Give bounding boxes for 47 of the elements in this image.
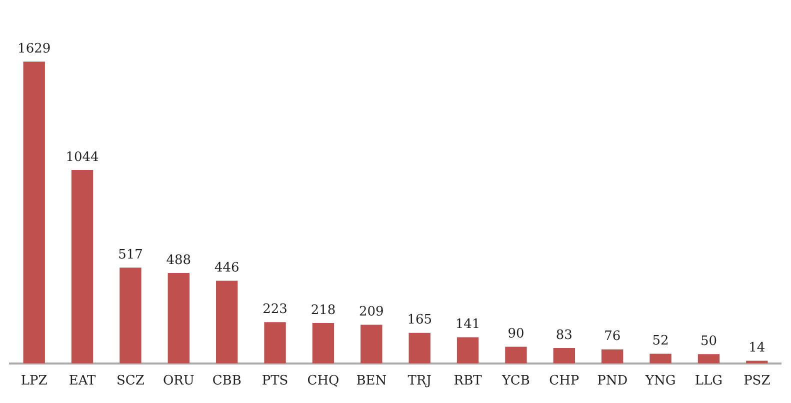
x-tick-label: PTS	[262, 374, 288, 389]
x-tick-label: CHQ	[307, 374, 340, 389]
data-label: 50	[700, 334, 717, 350]
bar	[553, 348, 575, 364]
x-tick-label: BEN	[356, 374, 387, 389]
bar	[120, 268, 142, 364]
bar	[698, 354, 720, 364]
data-label: 14	[748, 340, 766, 356]
x-tick-label: PSZ	[744, 374, 770, 389]
data-label: 223	[262, 302, 288, 317]
x-tick-label: CHP	[549, 374, 580, 389]
bar	[456, 337, 479, 364]
bar	[602, 349, 624, 364]
bar	[23, 62, 45, 364]
x-tick-label: TRJ	[408, 374, 432, 389]
data-label: 488	[166, 252, 192, 268]
x-tick-label: EAT	[68, 374, 96, 389]
x-tick-label: SCZ	[116, 374, 144, 389]
data-label: 218	[310, 302, 336, 318]
data-label: 141	[455, 317, 480, 332]
bar	[360, 324, 382, 364]
bar	[264, 322, 286, 364]
bar	[71, 170, 94, 364]
data-label: 446	[214, 260, 240, 276]
x-tick-label: RBT	[454, 374, 482, 389]
x-tick-label: PND	[597, 374, 628, 389]
data-label: 1629	[18, 42, 51, 57]
data-label: 90	[508, 326, 524, 342]
x-tick-label: YCB	[501, 374, 530, 389]
bar	[312, 323, 334, 364]
x-tick-label: ORU	[162, 374, 194, 389]
data-label: 76	[604, 329, 621, 344]
x-tick-label: LLG	[694, 374, 723, 389]
data-label: 52	[652, 334, 669, 349]
x-tick-label: YNG	[644, 374, 676, 389]
data-label: 517	[118, 248, 143, 263]
data-label: 83	[556, 328, 572, 343]
data-label: 209	[358, 304, 384, 320]
data-label: 1044	[66, 150, 99, 165]
bar	[505, 346, 527, 364]
bar	[408, 332, 430, 364]
bar	[168, 273, 190, 364]
bar	[650, 354, 672, 364]
data-label: 165	[407, 312, 432, 328]
bar	[216, 280, 238, 364]
x-tick-label: CBB	[212, 374, 242, 389]
x-tick-label: LPZ	[20, 374, 48, 389]
